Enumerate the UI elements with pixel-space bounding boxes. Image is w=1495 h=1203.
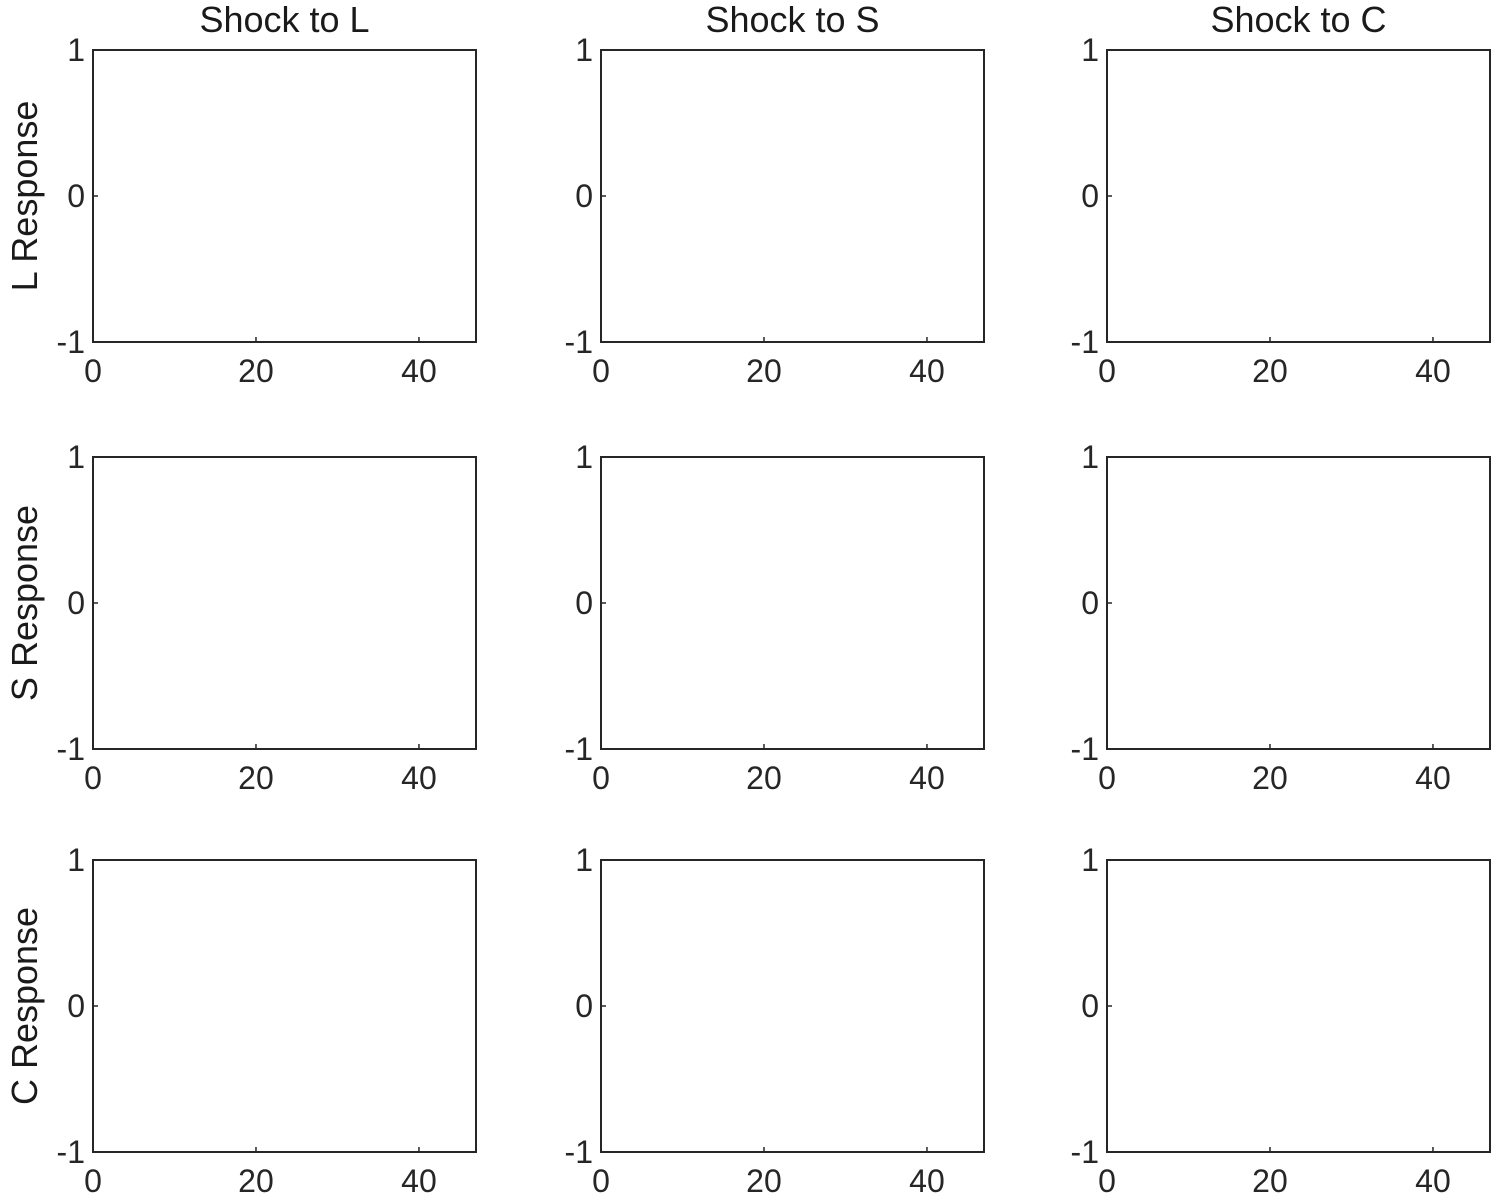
x-tick-label: 40 bbox=[401, 353, 437, 389]
axes-frame bbox=[600, 456, 985, 750]
panel: 0 20 40-101 bbox=[57, 842, 477, 1199]
panel: 0 20 40-101 bbox=[57, 439, 477, 796]
y-tick-label: 1 bbox=[67, 439, 85, 475]
axes-frame bbox=[92, 49, 477, 343]
axes-frame bbox=[92, 456, 477, 750]
y-tick-label: 1 bbox=[67, 32, 85, 68]
x-tick-label: 20 bbox=[238, 353, 274, 389]
x-tick-label: 20 bbox=[746, 1163, 782, 1199]
x-tick-label: 20 bbox=[1252, 1163, 1288, 1199]
column-title: Shock to L bbox=[199, 0, 369, 40]
column-title: Shock to S bbox=[705, 0, 879, 40]
panel: 0 20 40-101 bbox=[565, 842, 985, 1199]
y-tick-label: -1 bbox=[1071, 1134, 1099, 1170]
y-tick-label: 0 bbox=[1081, 988, 1099, 1024]
y-tick-label: 0 bbox=[67, 585, 85, 621]
y-tick-label: 1 bbox=[575, 439, 593, 475]
y-tick-label: -1 bbox=[57, 324, 85, 360]
y-tick-label: 1 bbox=[575, 842, 593, 878]
y-tick-label: 0 bbox=[575, 585, 593, 621]
column-title: Shock to C bbox=[1210, 0, 1386, 40]
y-tick-label: -1 bbox=[1071, 731, 1099, 767]
y-tick-label: -1 bbox=[1071, 324, 1099, 360]
y-tick-label: 0 bbox=[67, 988, 85, 1024]
y-tick-label: 0 bbox=[575, 988, 593, 1024]
y-tick-label: 0 bbox=[1081, 585, 1099, 621]
x-tick-label: 20 bbox=[238, 1163, 274, 1199]
axes-frame bbox=[600, 859, 985, 1153]
row-labels: L Response S Response C Response bbox=[4, 101, 45, 1105]
column-titles: Shock to L Shock to S Shock to C bbox=[199, 0, 1386, 40]
panel: 0 20 40-101 bbox=[1071, 32, 1491, 389]
y-tick-label: -1 bbox=[57, 731, 85, 767]
panel: 0 20 40-101 bbox=[565, 32, 985, 389]
row-label: L Response bbox=[4, 101, 45, 292]
y-tick-label: -1 bbox=[565, 324, 593, 360]
y-tick-label: -1 bbox=[565, 731, 593, 767]
axes-frame bbox=[1106, 859, 1491, 1153]
y-tick-label: 0 bbox=[1081, 178, 1099, 214]
x-tick-label: 0 bbox=[1098, 353, 1116, 389]
y-tick-label: 1 bbox=[1081, 32, 1099, 68]
y-tick-label: 0 bbox=[67, 178, 85, 214]
y-tick-label: -1 bbox=[57, 1134, 85, 1170]
x-tick-label: 0 bbox=[84, 760, 102, 796]
x-tick-label: 40 bbox=[1415, 760, 1451, 796]
y-tick-label: 1 bbox=[67, 842, 85, 878]
y-tick-label: 1 bbox=[575, 32, 593, 68]
x-tick-label: 0 bbox=[1098, 760, 1116, 796]
y-tick-label: -1 bbox=[565, 1134, 593, 1170]
x-tick-label: 0 bbox=[84, 353, 102, 389]
x-tick-label: 40 bbox=[909, 353, 945, 389]
y-tick-label: 1 bbox=[1081, 439, 1099, 475]
panel: 0 20 40-101 bbox=[57, 32, 477, 389]
x-tick-label: 40 bbox=[401, 1163, 437, 1199]
x-tick-label: 0 bbox=[592, 1163, 610, 1199]
x-tick-label: 0 bbox=[84, 1163, 102, 1199]
x-tick-label: 40 bbox=[909, 760, 945, 796]
x-tick-label: 40 bbox=[1415, 1163, 1451, 1199]
panel: 0 20 40-101 bbox=[1071, 439, 1491, 796]
axes-frame bbox=[1106, 456, 1491, 750]
x-tick-label: 20 bbox=[746, 353, 782, 389]
x-tick-label: 0 bbox=[592, 353, 610, 389]
x-tick-label: 40 bbox=[909, 1163, 945, 1199]
x-tick-label: 20 bbox=[1252, 353, 1288, 389]
row-label: S Response bbox=[4, 505, 45, 701]
axes-frame bbox=[92, 859, 477, 1153]
y-tick-label: 1 bbox=[1081, 842, 1099, 878]
axes-frame bbox=[600, 49, 985, 343]
x-tick-label: 20 bbox=[1252, 760, 1288, 796]
x-tick-label: 0 bbox=[1098, 1163, 1116, 1199]
panel: 0 20 40-101 bbox=[565, 439, 985, 796]
x-tick-label: 40 bbox=[401, 760, 437, 796]
row-label: C Response bbox=[4, 907, 45, 1105]
panel: 0 20 40-101 bbox=[1071, 842, 1491, 1199]
y-tick-label: 0 bbox=[575, 178, 593, 214]
x-tick-label: 20 bbox=[746, 760, 782, 796]
axes-frame bbox=[1106, 49, 1491, 343]
x-tick-label: 20 bbox=[238, 760, 274, 796]
x-tick-label: 0 bbox=[592, 760, 610, 796]
x-tick-label: 40 bbox=[1415, 353, 1451, 389]
